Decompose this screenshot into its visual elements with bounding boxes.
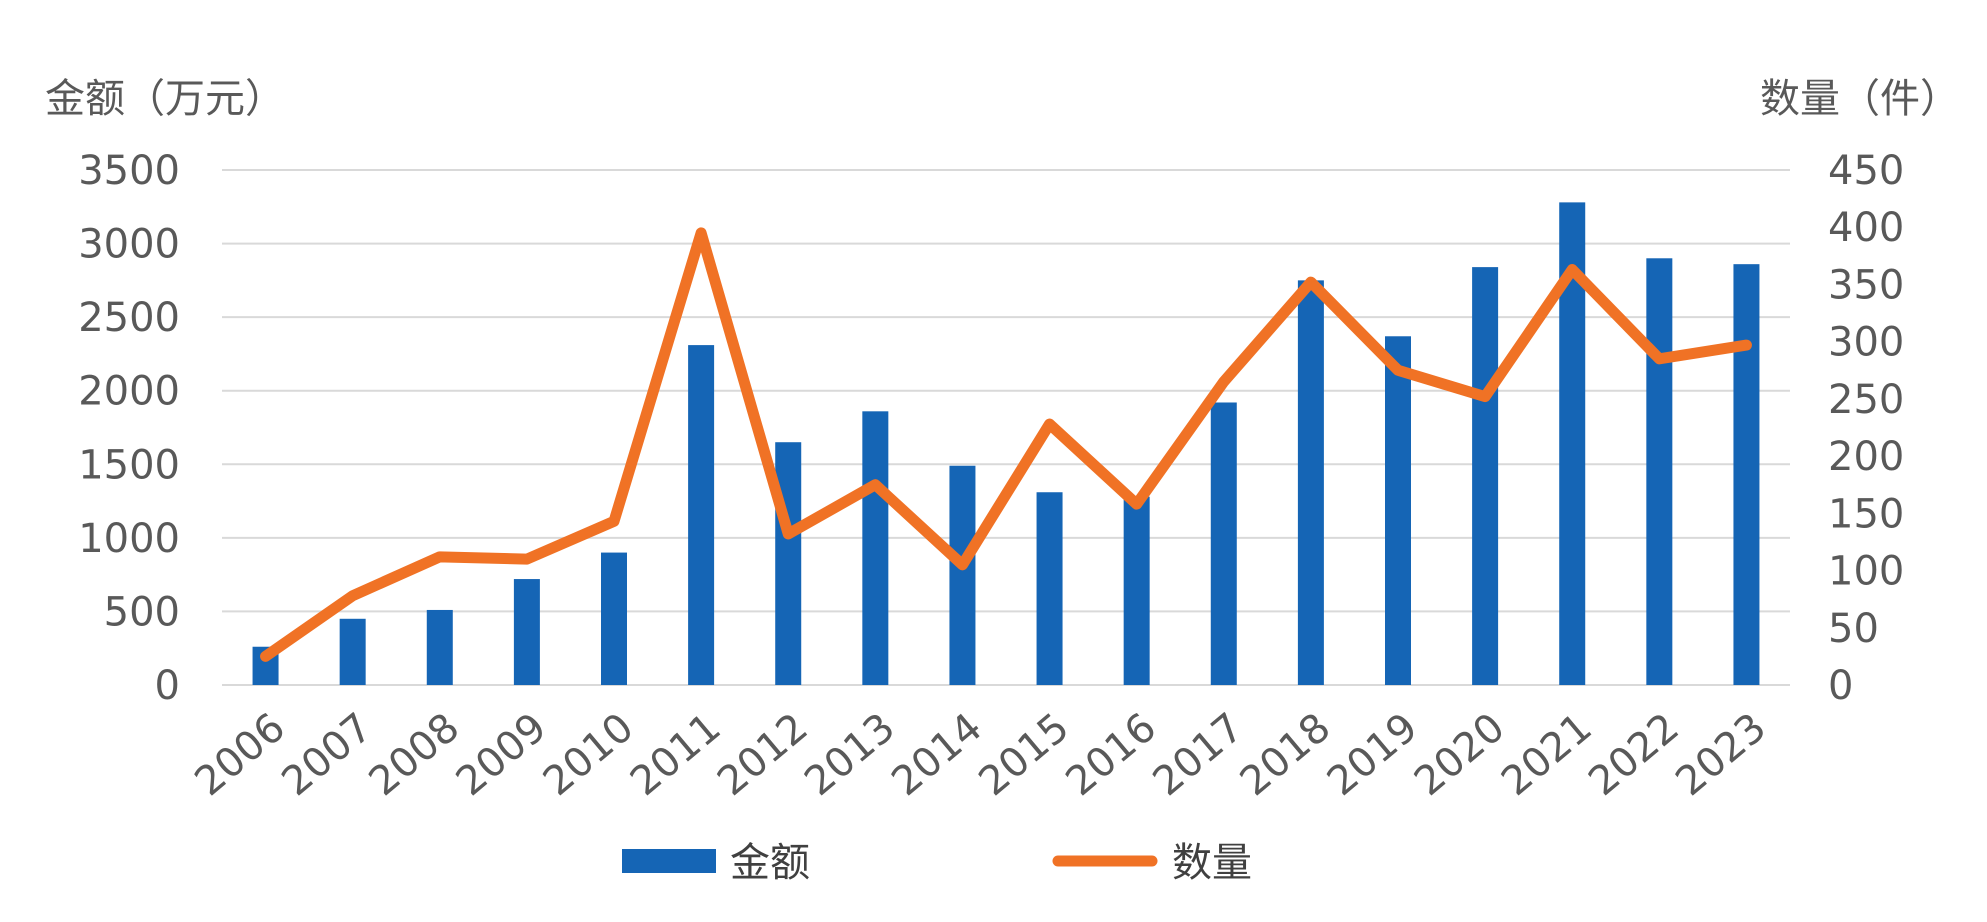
bar <box>1646 258 1673 685</box>
line-point <box>525 558 528 561</box>
y-tick-label: 3000 <box>78 222 180 268</box>
x-tick-label: 2019 <box>1319 704 1427 805</box>
bar <box>862 411 889 685</box>
x-axis: 2006200720082009201020112012201320142015… <box>186 704 1774 805</box>
y2-tick-label: 0 <box>1828 663 1853 709</box>
x-tick-label: 2007 <box>274 704 382 805</box>
bar <box>1733 264 1760 685</box>
x-tick-label: 2015 <box>970 704 1078 805</box>
x-tick-label: 2022 <box>1580 704 1688 805</box>
y-tick-label: 500 <box>104 589 180 635</box>
bar <box>426 609 453 685</box>
y2-tick-label: 250 <box>1828 377 1904 423</box>
x-tick-label: 2017 <box>1145 704 1253 805</box>
bar <box>775 442 802 685</box>
x-tick-label: 2020 <box>1406 704 1514 805</box>
line-point <box>613 520 615 523</box>
x-tick-label: 2006 <box>186 704 294 805</box>
line-point <box>1048 423 1051 426</box>
bar-series <box>252 202 1760 685</box>
y-tick-label: 2500 <box>78 295 180 341</box>
line-point <box>874 483 877 486</box>
bar <box>949 465 976 685</box>
y2-tick-label: 200 <box>1828 434 1904 480</box>
y-axis-right: 0 50 100 150 200 250 300 350 400 450 <box>1828 148 1904 709</box>
bar <box>1210 402 1237 685</box>
y-tick-label: 3500 <box>78 148 180 194</box>
line-point <box>1135 503 1138 506</box>
line-point <box>351 594 354 597</box>
x-tick-label: 2012 <box>709 704 817 805</box>
y-tick-label: 1500 <box>78 442 180 488</box>
y2-axis-title: 数量（件） <box>1760 76 1960 122</box>
line-point <box>1309 281 1312 284</box>
line-point <box>1397 369 1399 372</box>
line-point <box>264 655 267 658</box>
bar <box>1385 336 1411 685</box>
legend-label-amount: 金额 <box>730 840 810 886</box>
line-point <box>700 231 703 234</box>
line-series <box>260 227 1752 662</box>
bar <box>1123 496 1150 685</box>
bar <box>1472 267 1499 685</box>
bar <box>339 618 366 685</box>
x-tick-label: 2010 <box>535 704 643 805</box>
y2-tick-label: 300 <box>1828 320 1904 366</box>
legend: 金额 数量 <box>622 840 1252 886</box>
y-axis-left: 0 500 1000 1500 2000 2500 3000 3500 <box>78 148 180 709</box>
x-tick-label: 2008 <box>361 704 469 805</box>
x-tick-label: 2023 <box>1667 704 1775 805</box>
gridlines <box>222 169 1790 686</box>
line-point <box>787 532 790 535</box>
x-tick-label: 2009 <box>448 704 556 805</box>
bar <box>601 552 627 685</box>
series-line <box>260 227 1752 662</box>
legend-swatch-amount <box>622 849 716 873</box>
bar <box>688 345 715 685</box>
bar <box>1297 280 1324 685</box>
y2-tick-label: 400 <box>1828 205 1904 251</box>
legend-label-count: 数量 <box>1172 840 1252 886</box>
bar <box>1036 492 1063 685</box>
y2-tick-label: 150 <box>1828 491 1904 537</box>
y-tick-label: 2000 <box>78 369 180 415</box>
x-tick-label: 2021 <box>1493 704 1601 805</box>
line-point <box>1745 344 1748 347</box>
y-tick-label: 1000 <box>78 516 180 562</box>
x-tick-label: 2014 <box>883 704 991 805</box>
y2-tick-label: 100 <box>1828 549 1904 595</box>
line-point <box>438 555 441 558</box>
line-point <box>1658 357 1661 360</box>
line-point <box>1571 268 1574 271</box>
y2-tick-label: 350 <box>1828 262 1904 308</box>
y-axis-title: 金额（万元） <box>45 76 285 122</box>
bar <box>513 579 540 685</box>
x-tick-label: 2018 <box>1232 704 1340 805</box>
y-tick-label: 0 <box>155 663 180 709</box>
x-tick-label: 2013 <box>796 704 904 805</box>
x-tick-label: 2016 <box>1058 704 1166 805</box>
line-point <box>1222 380 1225 383</box>
line-point <box>1484 395 1487 398</box>
y2-tick-label: 450 <box>1828 148 1904 194</box>
line-point <box>961 563 964 566</box>
x-tick-label: 2011 <box>622 704 730 805</box>
y2-tick-label: 50 <box>1828 606 1879 652</box>
